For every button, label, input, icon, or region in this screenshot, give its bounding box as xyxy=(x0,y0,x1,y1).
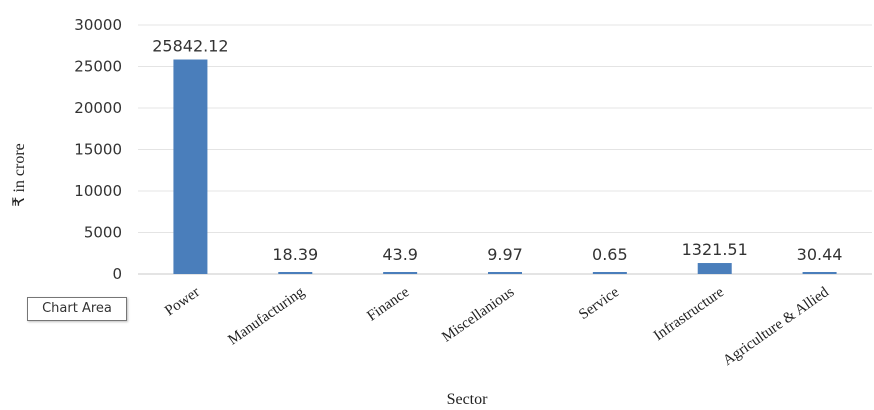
data-label: 43.9 xyxy=(382,245,418,264)
y-tick-label: 30000 xyxy=(74,16,122,34)
y-tick-label: 0 xyxy=(112,265,122,283)
data-label: 9.97 xyxy=(487,245,523,264)
y-axis-ticks: 0 5000 10000 15000 20000 25000 30000 xyxy=(74,16,122,283)
bar xyxy=(697,263,732,274)
bars xyxy=(173,59,837,274)
gridlines xyxy=(138,24,872,275)
data-labels: 25842.12 18.39 43.9 9.97 0.65 1321.51 30.44 xyxy=(152,37,842,264)
chart-area-tooltip: Chart Area xyxy=(27,297,127,321)
category-label: Service xyxy=(576,284,622,323)
bar xyxy=(592,272,627,274)
category-label: Manufacturing xyxy=(225,284,308,349)
y-axis-title: ₹ in crore xyxy=(11,143,28,206)
data-label: 18.39 xyxy=(272,245,318,264)
y-tick-label: 10000 xyxy=(74,182,122,200)
category-label: Finance xyxy=(364,284,412,325)
bar xyxy=(173,59,208,274)
y-tick-label: 25000 xyxy=(74,58,122,76)
bar xyxy=(383,272,418,274)
x-axis-title: Sector xyxy=(447,391,489,408)
data-label: 1321.51 xyxy=(682,240,748,259)
data-label: 30.44 xyxy=(797,245,843,264)
data-label: 25842.12 xyxy=(152,37,228,56)
data-label: 0.65 xyxy=(592,245,628,264)
bar xyxy=(488,272,522,274)
bar xyxy=(802,272,837,274)
category-labels: Power Manufacturing Finance Miscellanious Se… xyxy=(162,284,832,369)
y-tick-label: 15000 xyxy=(74,141,122,159)
category-label: Miscellanious xyxy=(439,284,517,345)
category-label: Agriculture & Allied xyxy=(720,284,832,369)
category-label: Infrastructure xyxy=(651,284,727,344)
y-tick-label: 20000 xyxy=(74,99,122,117)
y-tick-label: 5000 xyxy=(84,224,122,242)
category-label: Power xyxy=(162,284,203,319)
bar xyxy=(278,272,313,274)
